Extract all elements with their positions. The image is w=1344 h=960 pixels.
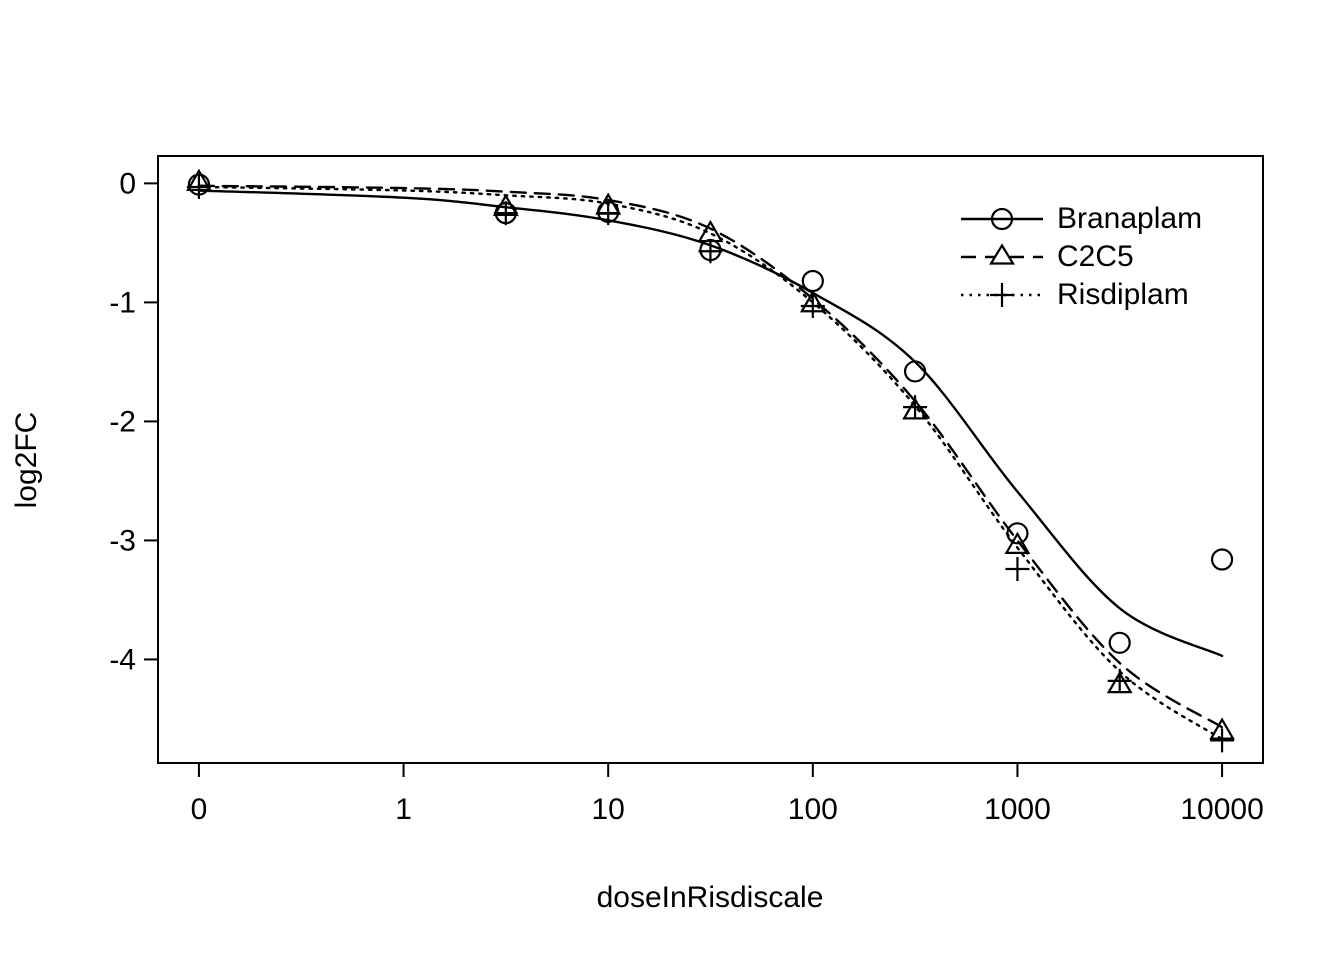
x-tick-label: 10000 xyxy=(1180,793,1263,826)
legend-row-risdiplam: Risdiplam xyxy=(955,276,1202,314)
plus-marker-risdiplam xyxy=(493,201,518,226)
plus-marker-risdiplam xyxy=(596,201,621,226)
legend-key-branaplam xyxy=(961,207,1043,231)
y-tick-label: -1 xyxy=(109,286,136,319)
triangle-marker-icon xyxy=(989,243,1015,265)
fit-curve-c2c5 xyxy=(197,184,1224,729)
x-tick-label: 0 xyxy=(191,793,208,826)
circle-marker-icon xyxy=(990,207,1014,231)
circle-marker-branaplam xyxy=(801,269,824,293)
circle-marker-branaplam xyxy=(1210,548,1234,571)
legend-row-c2c5: C2C5 xyxy=(955,238,1202,276)
plus-marker-risdiplam xyxy=(1210,728,1235,753)
legend: Branaplam C2C5 Risdiplam xyxy=(955,200,1202,314)
y-tick-label: -2 xyxy=(109,405,136,438)
circle-marker-branaplam xyxy=(1006,522,1029,545)
y-tick-label: 0 xyxy=(119,167,136,200)
plus-marker-risdiplam xyxy=(903,395,928,420)
fit-curve-risdiplam xyxy=(197,185,1224,741)
plus-marker-risdiplam xyxy=(1005,556,1030,581)
plus-marker-risdiplam xyxy=(1107,668,1132,693)
legend-key-risdiplam xyxy=(961,283,1043,307)
y-tick-label: -4 xyxy=(109,643,136,676)
circle-marker-branaplam xyxy=(1108,631,1131,654)
legend-row-branaplam: Branaplam xyxy=(955,200,1202,238)
legend-label-c2c5: C2C5 xyxy=(1057,240,1134,273)
fit-curve-branaplam xyxy=(197,189,1224,658)
legend-label-branaplam: Branaplam xyxy=(1057,202,1203,235)
plus-marker-risdiplam xyxy=(698,239,723,264)
y-tick-label: -3 xyxy=(109,524,136,557)
triangle-marker-c2c5 xyxy=(1004,531,1031,554)
plus-marker-risdiplam xyxy=(186,174,211,199)
x-tick-label: 10 xyxy=(591,793,624,826)
x-tick-label: 100 xyxy=(788,793,838,826)
x-tick-label: 1 xyxy=(395,793,412,826)
legend-key-c2c5 xyxy=(961,243,1043,265)
circle-marker-branaplam xyxy=(903,360,927,383)
x-axis-title: doseInRisdiscale xyxy=(596,881,824,914)
legend-label-risdiplam: Risdiplam xyxy=(1057,278,1189,311)
x-tick-label: 1000 xyxy=(984,793,1051,826)
plus-marker-risdiplam xyxy=(800,293,825,318)
plot-border xyxy=(157,155,1264,764)
y-axis-title: log2FC xyxy=(10,411,43,509)
plus-marker-icon xyxy=(990,283,1014,307)
